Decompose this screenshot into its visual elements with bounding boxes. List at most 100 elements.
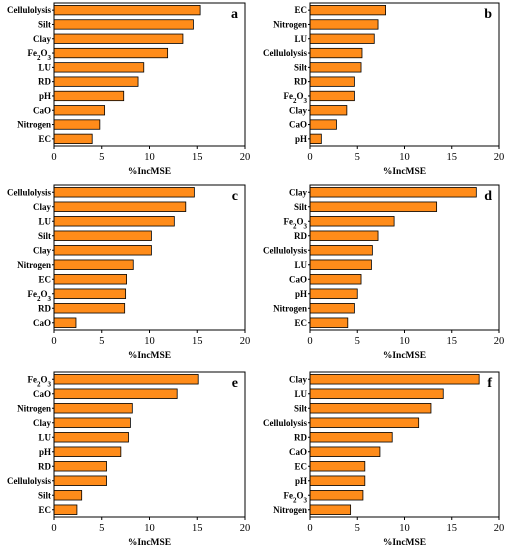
bar-b-5 [309,62,362,73]
bar-a-6 [53,76,139,87]
bar-b-4 [309,47,363,59]
category-label-a-8: CaO [33,105,51,115]
bar-b-3 [309,33,375,44]
category-label-f-2: LU [294,389,307,399]
bar-e-7 [53,461,107,472]
bar-b-6 [309,76,355,87]
bar-a-8 [53,105,106,116]
xtick-label-d-0: 0 [307,336,312,347]
category-label-b-10: pH [295,134,307,144]
category-label-d-3: Fe2O3 [283,216,307,230]
category-label-a-9: Nitrogen [17,120,51,130]
category-label-d-5: Cellulolysis [263,245,308,255]
panel-letter-e: e [232,376,238,391]
category-label-d-8: pH [295,289,307,299]
bar-b-7 [309,90,355,102]
category-label-e-10: EC [38,505,51,515]
category-label-e-5: LU [38,432,51,442]
panel-f: Clay LU Silt Cellulolysis RD CaO EC pH Fe2O3Nitr… [263,371,505,548]
panel-letter-d: d [484,189,492,204]
panel-letter-c: c [232,189,238,204]
xtick-label-a-4: 20 [240,152,251,163]
category-label-a-3: Clay [33,34,52,44]
xtick-label-c-3: 15 [192,336,203,347]
bar-d-8 [309,288,358,299]
category-label-f-8: pH [295,476,307,486]
category-label-e-1: Fe2O3 [27,374,51,388]
panel-letter-b: b [484,7,492,22]
bar-c-2 [53,201,187,212]
bar-e-1 [53,374,199,385]
category-label-e-7: RD [38,461,51,471]
bar-d-5 [309,245,373,256]
bar-d-1 [309,187,477,198]
bar-a-3 [53,33,184,44]
bar-c-5 [53,245,152,256]
bar-e-10 [53,504,78,515]
bar-a-4 [53,47,169,59]
category-label-e-6: pH [39,447,51,457]
bar-e-6 [53,446,122,457]
category-label-d-4: RD [294,231,307,241]
bar-a-5 [53,62,145,73]
bar-f-7 [309,461,366,472]
category-label-c-9: RD [38,303,51,313]
bar-a-10 [53,133,93,144]
x-axis-title-c: %IncMSE [128,351,171,361]
xtick-label-e-4: 20 [240,523,251,534]
xtick-label-e-1: 5 [99,523,104,534]
xtick-label-a-0: 0 [51,152,56,163]
category-label-a-2: Silt [38,19,51,29]
x-axis-title-a: %IncMSE [128,167,171,177]
bar-e-2 [53,388,178,399]
bar-b-1 [309,5,386,16]
x-axis-title-e: %IncMSE [128,538,171,548]
bar-c-7 [53,274,127,285]
bar-d-7 [309,274,362,285]
bar-e-9 [53,490,83,501]
panel-letter-f: f [487,376,492,391]
bar-f-1 [309,374,480,385]
category-label-b-4: Cellulolysis [263,48,308,58]
bar-c-8 [53,288,127,299]
xtick-label-a-2: 10 [144,152,155,163]
bar-b-10 [309,133,322,144]
xtick-label-b-4: 20 [494,152,505,163]
category-label-b-1: EC [294,5,307,15]
bar-c-4 [53,230,152,241]
bar-b-9 [309,119,337,130]
category-label-d-2: Silt [294,202,307,212]
category-label-c-6: Nitrogen [17,260,51,270]
x-axis-title-d: %IncMSE [383,351,426,361]
category-label-f-10: Nitrogen [273,505,307,515]
xtick-label-f-4: 20 [494,523,505,534]
xtick-label-a-1: 5 [99,152,104,163]
bar-b-2 [309,19,379,30]
xtick-label-f-0: 0 [307,523,312,534]
bar-e-5 [53,432,129,443]
category-label-c-1: Cellulolysis [7,187,52,197]
bar-f-10 [309,504,352,515]
bar-f-8 [309,475,366,486]
category-label-e-3: Nitrogen [17,403,51,413]
category-label-d-10: EC [294,318,307,328]
bar-c-9 [53,303,126,314]
category-label-d-9: Nitrogen [273,303,307,313]
category-label-a-6: RD [38,77,51,87]
xtick-label-b-2: 10 [399,152,410,163]
panel-letter-a: a [231,7,238,22]
bar-f-6 [309,446,381,457]
category-label-c-5: Clay [33,245,52,255]
category-label-e-8: Cellulolysis [7,476,52,486]
xtick-label-e-3: 15 [192,523,203,534]
category-label-e-9: Silt [38,490,51,500]
xtick-label-c-0: 0 [51,336,56,347]
category-label-f-6: CaO [289,447,307,457]
bar-c-1 [53,187,195,198]
category-label-a-5: LU [38,62,51,72]
category-label-d-6: LU [294,260,307,270]
